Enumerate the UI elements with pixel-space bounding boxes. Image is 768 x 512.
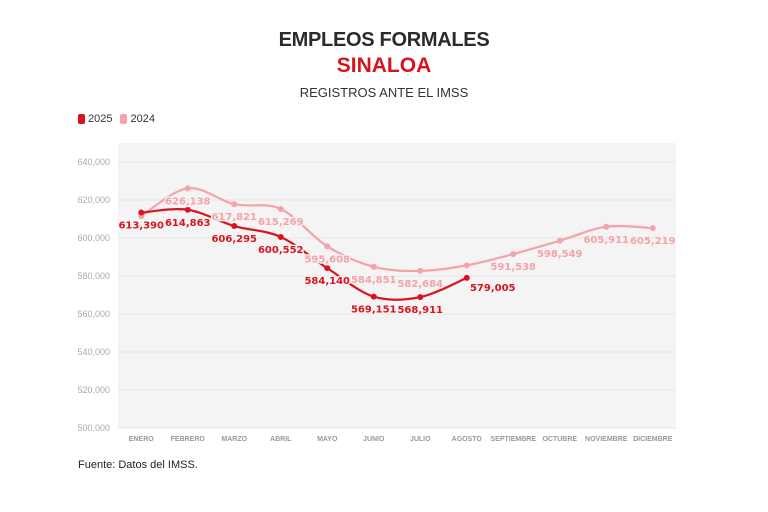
data-point-2024	[603, 223, 610, 230]
data-point-2024	[277, 205, 284, 212]
data-label-2024: 626,138	[165, 196, 211, 207]
data-label-2024: 591,538	[490, 262, 536, 273]
x-tick-label: ENERO	[129, 436, 154, 443]
data-point-2024	[324, 243, 331, 250]
data-point-2025	[324, 265, 331, 272]
legend-label-2025: 2025	[88, 113, 113, 125]
series-line-2024	[140, 187, 653, 273]
data-label-2025: 606,295	[211, 234, 257, 245]
x-tick-label: MAYO	[317, 436, 338, 443]
x-tick-label: NOVIEMBRE	[585, 436, 628, 443]
legend-swatch-2025	[78, 114, 85, 124]
plot-area	[118, 143, 676, 428]
y-tick-label: 500,000	[77, 423, 110, 433]
data-point-2024	[510, 251, 517, 258]
data-point-2024	[417, 267, 424, 274]
data-point-2025	[277, 233, 284, 240]
legend-item-2025[interactable]: 2025	[78, 113, 112, 125]
data-label-2025: 579,005	[470, 283, 516, 294]
data-label-2024: 605,219	[630, 236, 676, 247]
data-label-2024: 582,684	[397, 279, 443, 290]
x-tick-label: AGOSTO	[452, 436, 483, 443]
data-label-2024: 598,549	[537, 249, 583, 260]
data-label-2025: 614,863	[165, 218, 211, 229]
data-point-2025	[417, 294, 424, 301]
data-label-2024: 615,269	[258, 217, 304, 228]
x-tick-label: MARZO	[221, 436, 247, 443]
source-note: Fuente: Datos del IMSS.	[78, 459, 198, 471]
x-tick-label: FEBRERO	[171, 436, 206, 443]
series-line-2025	[141, 208, 468, 301]
chart-subtitle: SINALOA	[336, 54, 432, 77]
y-tick-label: 540,000	[77, 347, 110, 357]
data-point-2024	[184, 185, 191, 192]
chart-description: REGISTROS ANTE EL IMSS	[299, 85, 469, 100]
data-point-2024	[463, 262, 470, 269]
data-point-2025	[184, 206, 191, 213]
data-point-2025	[231, 223, 238, 230]
x-tick-label: DICIEMBRE	[633, 436, 673, 443]
x-tick-label: OCTUBRE	[542, 436, 577, 443]
data-label-2024: 595,608	[304, 254, 350, 265]
y-tick-label: 640,000	[77, 157, 110, 167]
data-point-2024	[231, 201, 238, 208]
x-tick-label: JULIO	[410, 436, 431, 443]
x-tick-label: SEPTIEMBRE	[490, 436, 536, 443]
data-point-2025	[463, 274, 470, 281]
data-label-2025: 600,552	[258, 245, 304, 256]
y-tick-label: 520,000	[77, 385, 110, 395]
data-point-2025	[138, 209, 145, 216]
data-label-2024: 584,851	[351, 275, 397, 286]
data-label-2024: 617,821	[211, 212, 257, 223]
data-point-2025	[370, 293, 377, 300]
data-label-2024: 605,911	[583, 235, 629, 246]
data-label-2025: 568,911	[397, 305, 443, 316]
data-point-2024	[556, 237, 563, 244]
x-tick-label: ABRIL	[270, 436, 292, 443]
data-label-2025: 569,151	[351, 305, 397, 316]
legend: 2025 2024	[78, 113, 155, 125]
data-label-2025: 613,390	[118, 221, 164, 232]
chart-title: EMPLEOS FORMALES	[278, 29, 490, 51]
data-point-2024	[649, 225, 656, 232]
y-tick-label: 600,000	[77, 233, 110, 243]
legend-label-2024: 2024	[130, 113, 155, 125]
legend-item-2024[interactable]: 2024	[120, 113, 155, 125]
y-tick-label: 560,000	[77, 309, 110, 319]
data-point-2024	[370, 263, 377, 270]
data-label-2025: 584,140	[304, 276, 350, 287]
x-tick-label: JUNIO	[363, 436, 385, 443]
y-tick-label: 580,000	[77, 271, 110, 281]
legend-swatch-2024	[120, 114, 128, 124]
y-tick-label: 620,000	[77, 195, 110, 205]
